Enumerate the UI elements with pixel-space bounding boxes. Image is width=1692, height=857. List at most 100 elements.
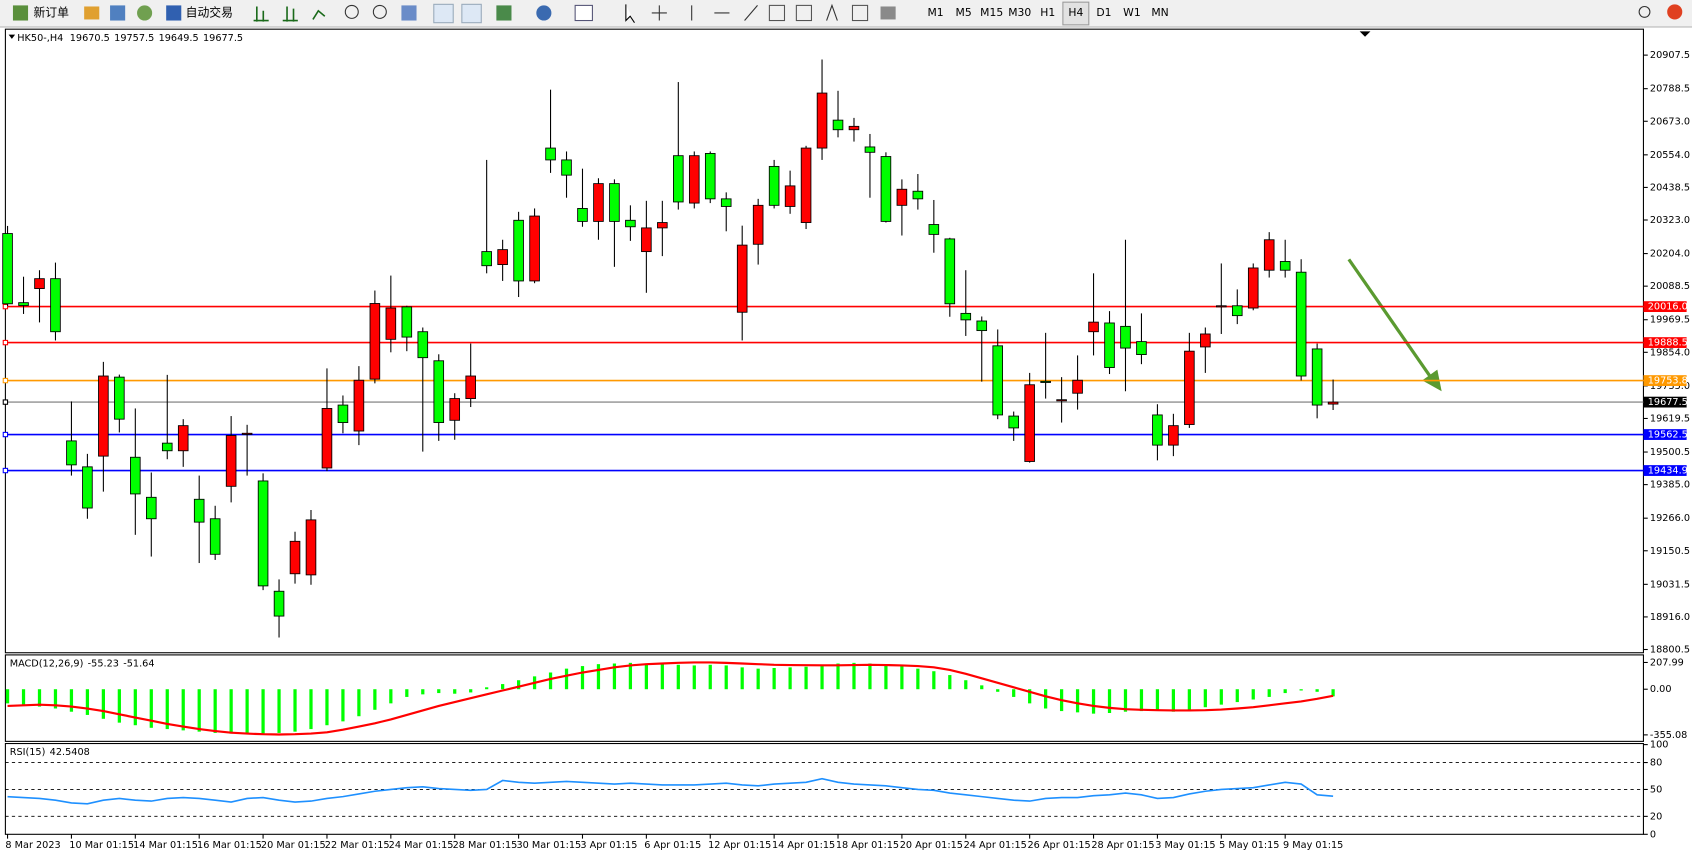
candle-body: [816, 92, 828, 149]
level-label: 19434.9: [1648, 466, 1688, 477]
y-tick-label: 19735.0: [1650, 381, 1690, 392]
x-tick-label: 28 Apr 01:15: [1091, 840, 1154, 851]
candle-body: [1120, 325, 1131, 349]
toolbar-icon[interactable]: [110, 5, 126, 21]
toolbar-bg: [0, 0, 1692, 28]
period-button[interactable]: M15: [980, 6, 1003, 19]
y-tick-label: 19969.5: [1650, 315, 1690, 326]
period-button[interactable]: H1: [1040, 6, 1055, 19]
search-icon[interactable]: [1638, 5, 1651, 18]
toolbar-icon[interactable]: [795, 4, 813, 22]
y-tick-label: 19619.5: [1650, 413, 1690, 424]
arrow-annotation: [1347, 258, 1437, 385]
candle-body: [2, 233, 13, 305]
toolbar-icon[interactable]: [880, 6, 896, 20]
new-order-icon[interactable]: [12, 5, 29, 21]
candle-body: [481, 251, 492, 267]
candle-body: [1295, 271, 1307, 377]
toolbar-icon[interactable]: [282, 6, 298, 22]
text-icon[interactable]: [826, 3, 838, 21]
candle-body: [864, 146, 876, 153]
level-label-bg: [1643, 429, 1687, 440]
toolbar-icon[interactable]: [496, 5, 512, 21]
zoom-in-icon[interactable]: [344, 4, 359, 19]
candle-body: [337, 404, 349, 423]
signal-last: -51.64: [123, 659, 154, 670]
toolbar-icon[interactable]: [312, 9, 326, 20]
period-button[interactable]: W1: [1123, 6, 1141, 19]
level-handle: [2, 303, 9, 310]
toolbar-icon[interactable]: [137, 5, 153, 21]
rsi-title: RSI(15): [10, 747, 46, 758]
signal-line: [7, 661, 1334, 736]
x-tick-label: 28 Mar 01:15: [453, 840, 518, 851]
x-tick-label: 22 Mar 01:15: [325, 840, 390, 851]
toolbar-icon[interactable]: [574, 4, 593, 22]
rsi-last: 42.5408: [50, 747, 90, 758]
cursor-icon[interactable]: [625, 4, 635, 23]
level-label: 20016.0: [1648, 302, 1688, 313]
candle-body: [1040, 380, 1051, 383]
level-label-bg: [1643, 396, 1687, 408]
candle-body: [561, 159, 572, 176]
y-tick-label: 0.00: [1650, 684, 1672, 695]
y-tick-label: 18916.0: [1650, 612, 1690, 623]
crosshair-icon[interactable]: [651, 5, 667, 21]
toolbar-icon[interactable]: [536, 5, 552, 21]
zoom-out-icon[interactable]: [372, 4, 387, 19]
level-label: 19677.5: [1648, 397, 1688, 408]
candle-body: [225, 435, 237, 487]
notification-badge[interactable]: [1667, 4, 1683, 20]
candle-body: [1104, 322, 1115, 368]
candle-body: [976, 320, 988, 332]
candle-body: [241, 432, 253, 435]
toolbar-icon[interactable]: [433, 3, 454, 24]
toolbar-icon[interactable]: [851, 4, 869, 22]
level-label: 19753.8: [1648, 376, 1688, 387]
period-button[interactable]: M1: [927, 6, 943, 19]
y-tick-label: 20323.0: [1650, 215, 1690, 226]
x-tick-label: 14 Mar 01:15: [133, 840, 198, 851]
candle-body: [625, 219, 636, 228]
auto-trading-icon[interactable]: [166, 5, 182, 21]
candle-body: [161, 442, 173, 452]
candle-body: [720, 198, 732, 207]
period-button[interactable]: M30: [1008, 6, 1031, 19]
y-tick-label: 100: [1650, 740, 1669, 751]
candle-body: [1088, 321, 1099, 333]
period-button[interactable]: M5: [956, 6, 972, 19]
x-tick-label: 9 May 01:15: [1283, 840, 1343, 851]
toolbar: 新订单 自动交易: [0, 0, 1692, 28]
toolbar-icon[interactable]: [461, 3, 482, 24]
period-button[interactable]: D1: [1096, 6, 1111, 19]
toolbar-icon[interactable]: [84, 6, 100, 20]
auto-trading-button[interactable]: 自动交易: [186, 5, 233, 19]
candle-body: [369, 303, 381, 380]
candle-body: [34, 278, 45, 289]
period-button[interactable]: H4: [1068, 6, 1083, 19]
toolbar-icon[interactable]: [691, 5, 758, 21]
candle-body: [1184, 350, 1195, 425]
period-button[interactable]: MN: [1151, 6, 1168, 19]
candle-body: [928, 224, 940, 235]
toolbar-icon[interactable]: [253, 6, 269, 22]
candle-body: [257, 480, 269, 587]
toolbar-icon[interactable]: [768, 4, 786, 22]
toolbar-icon[interactable]: [401, 5, 417, 21]
y-tick-label: 19854.0: [1650, 347, 1690, 358]
candle-body: [1008, 415, 1019, 429]
candle-body: [1152, 414, 1163, 446]
new-order-button[interactable]: 新订单: [33, 5, 69, 19]
macd-panel: [4, 654, 1644, 742]
candle-body: [1136, 341, 1147, 355]
macd-last: -55.23: [88, 659, 119, 670]
candle-body: [1024, 384, 1035, 462]
level-label-bg: [1643, 375, 1687, 386]
y-tick-label: 18800.5: [1650, 645, 1690, 656]
header-marker: [8, 34, 16, 39]
y-tick-label: 20788.5: [1650, 84, 1690, 95]
candle-body: [641, 227, 652, 253]
candle-body: [1247, 267, 1259, 309]
level-handle: [2, 431, 9, 438]
